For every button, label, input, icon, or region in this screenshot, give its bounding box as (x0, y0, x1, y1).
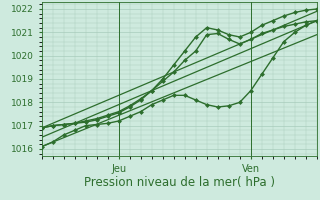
X-axis label: Pression niveau de la mer( hPa ): Pression niveau de la mer( hPa ) (84, 176, 275, 189)
